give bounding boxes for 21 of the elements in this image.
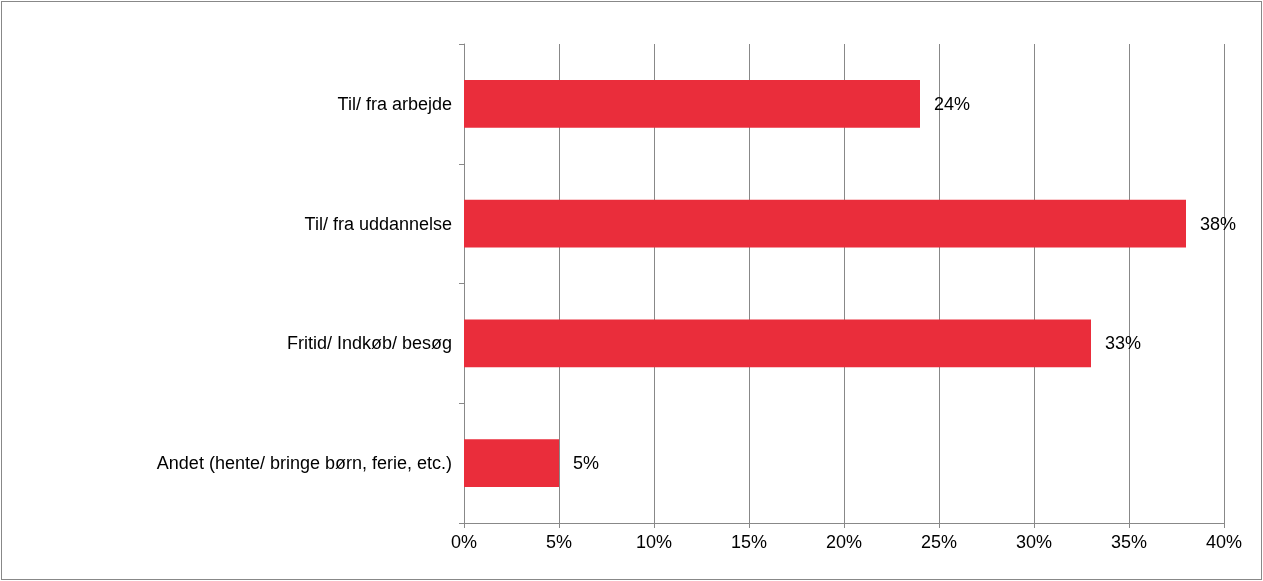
data-label: 24%	[934, 93, 971, 114]
bar	[464, 199, 1186, 248]
x-tick-label: 35%	[1110, 532, 1148, 552]
x-tick-label: 10%	[635, 532, 673, 552]
x-tick-label: 40%	[1205, 532, 1243, 552]
data-label: 38%	[1200, 213, 1237, 234]
data-label: 33%	[1105, 333, 1142, 354]
x-tick-label: 25%	[920, 532, 958, 552]
y-tick-label: Til/ fra uddannelse	[304, 213, 452, 234]
x-tick-label: 15%	[730, 532, 768, 552]
bar	[464, 319, 1091, 368]
y-tick-label: Andet (hente/ bringe børn, ferie, etc.)	[156, 453, 452, 474]
data-label: 5%	[573, 453, 600, 474]
x-tick-label: 30%	[1015, 532, 1053, 552]
y-tick-label: Fritid/ Indkøb/ besøg	[286, 333, 452, 354]
x-tick-label: 0%	[450, 532, 478, 552]
bar	[464, 439, 559, 488]
x-tick-label: 5%	[545, 532, 573, 552]
y-tick-label: Til/ fra arbejde	[337, 93, 452, 114]
bar	[464, 79, 920, 128]
x-tick-label: 20%	[825, 532, 863, 552]
